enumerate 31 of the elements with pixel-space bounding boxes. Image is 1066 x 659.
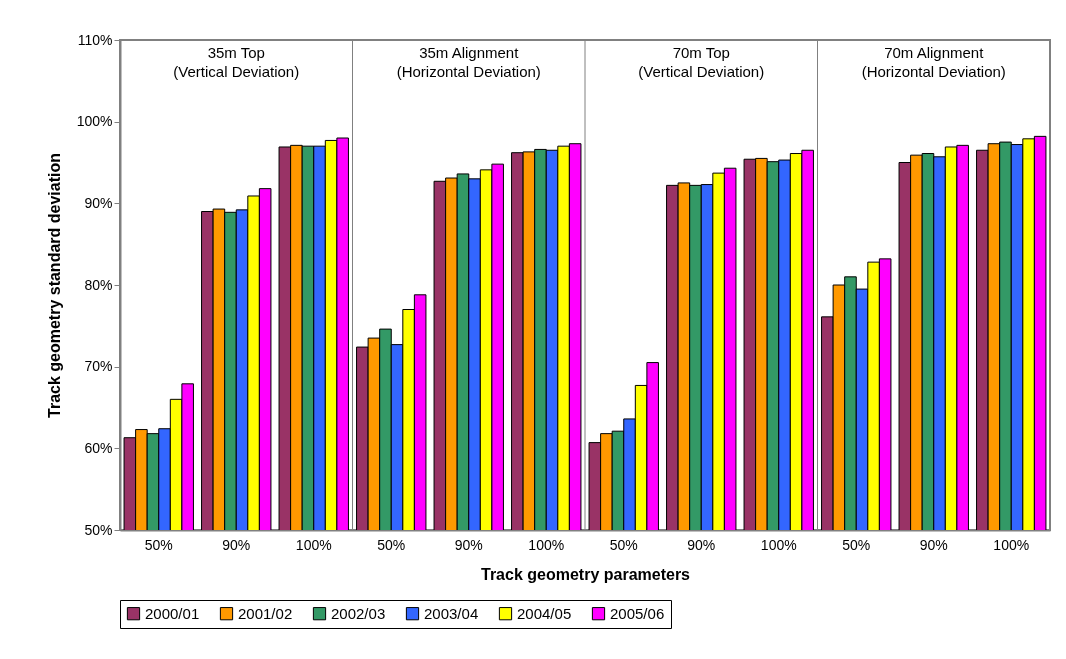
- annotation: 35m Top (Vertical Deviation): [173, 44, 300, 80]
- x-tick-label: 100%: [760, 536, 797, 553]
- legend-label: 2000/01: [145, 604, 200, 622]
- legend-label: 2002/03: [331, 604, 386, 622]
- x-tick-label: 90%: [687, 536, 716, 553]
- x-tick-label: 90%: [919, 536, 948, 553]
- legend-label: 2004/05: [517, 604, 572, 622]
- x-tick-label: 90%: [222, 536, 251, 553]
- y-axis-title: Track geometry standard deviation: [45, 153, 63, 418]
- annotation: 35m Alignment (Horizontal Deviation): [396, 44, 541, 80]
- annotation: 70m Alignment (Horizontal Deviation): [861, 44, 1006, 80]
- annotation: 70m Top (Vertical Deviation): [638, 44, 765, 80]
- x-tick-label: 90%: [454, 536, 483, 553]
- y-tick-label: 60%: [84, 439, 113, 456]
- x-tick-label: 100%: [993, 536, 1030, 553]
- y-tick-label: 100%: [76, 113, 113, 130]
- legend-label: 2003/04: [424, 604, 479, 622]
- x-tick-label: 50%: [377, 536, 406, 553]
- y-tick-label: 90%: [84, 194, 113, 211]
- y-tick-label: 110%: [77, 31, 113, 48]
- legend-label: 2001/02: [238, 604, 293, 622]
- y-tick-label: 70%: [84, 358, 113, 375]
- y-tick-label: 80%: [84, 276, 113, 293]
- x-tick-label: 100%: [528, 536, 565, 553]
- x-tick-label: 50%: [609, 536, 638, 553]
- x-axis-title: Track geometry parameters: [481, 565, 691, 583]
- legend-label: 2005/06: [610, 604, 665, 622]
- x-tick-label: 50%: [842, 536, 871, 553]
- x-tick-label: 50%: [144, 536, 173, 553]
- x-tick-label: 100%: [295, 536, 332, 553]
- y-tick-label: 50%: [84, 521, 113, 538]
